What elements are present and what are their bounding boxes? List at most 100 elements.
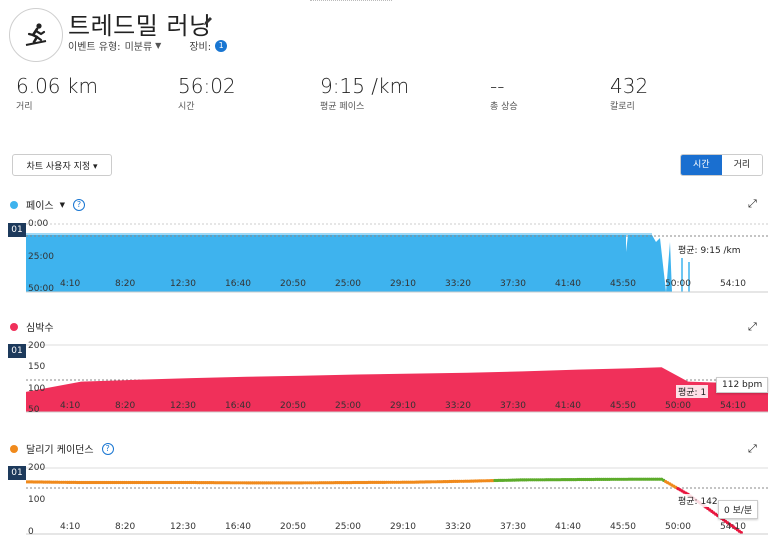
x-tick-label: 20:50 <box>280 522 306 532</box>
stat-avg-pace: 9:15 /km 평균 페이스 <box>320 74 409 112</box>
lap-marker[interactable]: 01 <box>8 344 26 358</box>
treadmill-run-icon <box>9 8 63 62</box>
x-tick-label: 16:40 <box>225 279 251 289</box>
x-tick-label: 8:20 <box>115 401 136 411</box>
x-tick-label: 20:50 <box>280 401 306 411</box>
x-tick-label: 45:50 <box>610 522 636 532</box>
x-tick-label: 12:30 <box>170 279 196 289</box>
x-tick-label: 33:20 <box>445 401 471 411</box>
expand-icon[interactable]: ⤢ <box>748 320 757 333</box>
x-tick-label: 29:10 <box>390 522 416 532</box>
cadence-chart-header: 달리기 케이던스 ? <box>10 441 114 456</box>
equipment-count-badge: 1 <box>215 39 228 52</box>
customize-chart-button[interactable]: 차트 사용자 지정 ▾ <box>12 154 112 176</box>
hr-chart-svg <box>26 344 768 413</box>
stat-label: 총 상승 <box>490 102 518 112</box>
hr-y-tick: 50 <box>28 405 40 415</box>
activity-title[interactable]: 트레드밀 러닝 <box>68 12 212 40</box>
help-icon[interactable]: ? <box>101 442 114 455</box>
pace-chart-title: 페이스 <box>26 201 54 212</box>
x-tick-label: 4:10 <box>60 522 81 532</box>
expand-icon[interactable]: ⤢ <box>748 442 757 455</box>
x-tick-label: 37:30 <box>500 401 526 411</box>
cadence-chart[interactable] <box>26 464 768 536</box>
pace-chart-header: 페이스 ▼ ? <box>10 197 85 212</box>
pace-color-dot <box>10 200 18 209</box>
stat-value: 56:02 <box>178 74 236 98</box>
hr-tooltip: 112 bpm <box>716 377 769 393</box>
x-tick-label: 12:30 <box>170 401 196 411</box>
x-tick-label: 33:20 <box>445 279 471 289</box>
cadence-point <box>739 531 743 535</box>
stat-value: 432 <box>610 74 649 98</box>
lap-marker[interactable]: 01 <box>8 466 26 480</box>
hr-chart[interactable] <box>26 342 768 414</box>
x-tick-label: 54:10 <box>720 279 746 289</box>
event-type-value: 미분류 <box>124 42 153 53</box>
x-tick-label: 50:00 <box>665 522 691 532</box>
pace-y-tick: 0:00 <box>28 219 49 229</box>
hr-color-dot <box>10 322 18 331</box>
pace-y-tick: 50:00 <box>28 284 54 294</box>
equipment-label: 장비: <box>189 42 212 53</box>
cadence-points <box>26 477 743 535</box>
stat-label: 칼로리 <box>610 102 635 112</box>
toggle-time[interactable]: 시간 <box>681 155 722 175</box>
x-tick-label: 4:10 <box>60 279 81 289</box>
x-tick-label: 50:00 <box>665 279 691 289</box>
stat-time: 56:02 시간 <box>178 74 236 112</box>
x-tick-label: 29:10 <box>390 279 416 289</box>
stat-value: 6.06 km <box>16 74 98 98</box>
x-tick-label: 8:20 <box>115 279 136 289</box>
pace-chart-svg <box>26 223 768 293</box>
x-tick-label: 41:40 <box>555 522 581 532</box>
stat-label: 시간 <box>178 102 195 112</box>
caret-down-icon[interactable]: ▼ <box>59 200 65 209</box>
x-tick-label: 33:20 <box>445 522 471 532</box>
pencil-edit-icon[interactable] <box>202 12 214 31</box>
stat-elevation-gain: -- 총 상승 <box>490 74 518 112</box>
top-divider <box>310 0 392 2</box>
stat-calories: 432 칼로리 <box>610 74 648 112</box>
hr-area <box>26 367 768 412</box>
event-type-select[interactable]: 미분류 ▼ <box>125 38 162 53</box>
x-tick-label: 54:10 <box>720 522 746 532</box>
hr-chart-header: 심박수 <box>10 319 54 334</box>
toggle-distance[interactable]: 거리 <box>721 155 763 175</box>
stat-label: 평균 페이스 <box>320 102 365 112</box>
hr-average-label: 평균: 1 <box>676 385 709 398</box>
x-tick-label: 20:50 <box>280 279 306 289</box>
x-tick-label: 4:10 <box>60 401 81 411</box>
x-tick-label: 54:10 <box>720 401 746 411</box>
stat-label: 거리 <box>16 102 33 112</box>
pace-y-tick: 25:00 <box>28 252 54 262</box>
cadence-tooltip: 0 보/분 <box>718 500 759 519</box>
x-tick-label: 12:30 <box>170 522 196 532</box>
x-tick-label: 50:00 <box>665 401 691 411</box>
cadence-chart-title: 달리기 케이던스 <box>26 445 94 456</box>
lap-marker[interactable]: 01 <box>8 223 26 237</box>
expand-icon[interactable]: ⤢ <box>748 197 757 210</box>
caret-down-icon: ▼ <box>155 41 162 50</box>
cadence-average-label: 평균: 142 <box>676 494 720 507</box>
x-tick-label: 41:40 <box>555 279 581 289</box>
cadence-y-tick: 200 <box>28 463 46 473</box>
axis-toggle: 시간 거리 <box>680 154 764 176</box>
cadence-chart-svg <box>26 467 768 535</box>
x-tick-label: 8:20 <box>115 522 136 532</box>
pace-chart[interactable] <box>26 222 768 294</box>
equipment[interactable]: 장비: 1 <box>189 38 228 53</box>
x-tick-label: 29:10 <box>390 401 416 411</box>
cadence-color-dot <box>10 444 18 453</box>
x-tick-label: 25:00 <box>335 401 361 411</box>
cadence-y-tick: 0 <box>28 527 34 537</box>
x-tick-label: 37:30 <box>500 279 526 289</box>
help-icon[interactable]: ? <box>73 198 85 211</box>
stat-distance: 6.06 km 거리 <box>16 74 98 112</box>
x-tick-label: 25:00 <box>335 279 361 289</box>
stat-value: -- <box>490 74 505 98</box>
x-tick-label: 45:50 <box>610 401 636 411</box>
hr-y-tick: 200 <box>28 341 46 351</box>
stat-value: 9:15 /km <box>320 74 410 98</box>
x-tick-label: 45:50 <box>610 279 636 289</box>
